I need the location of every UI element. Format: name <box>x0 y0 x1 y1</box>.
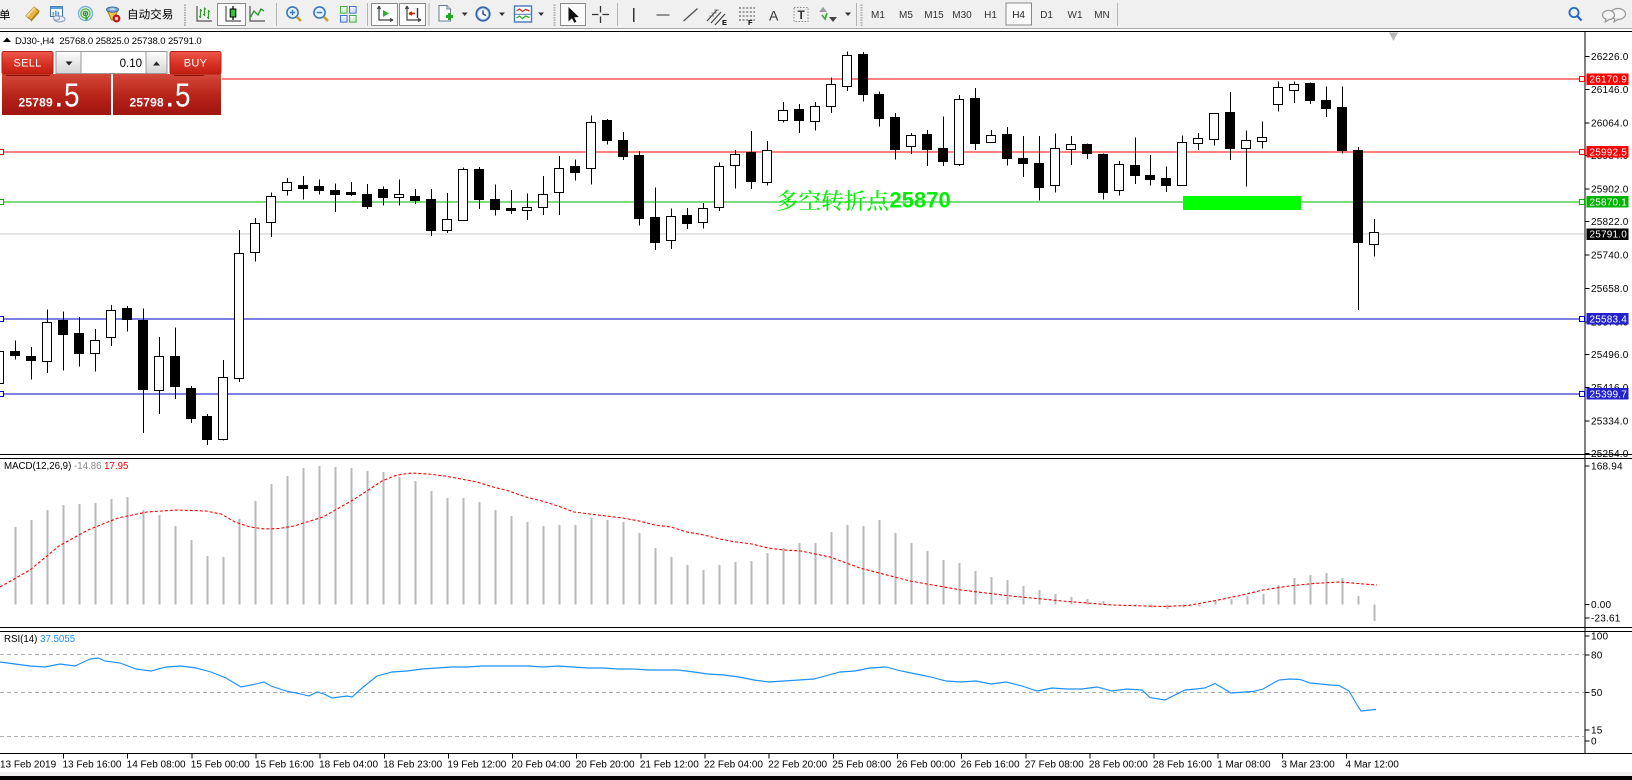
svg-text:25254.0: 25254.0 <box>1591 449 1629 460</box>
svg-text:25399.7: 25399.7 <box>1590 389 1628 400</box>
svg-text:26170.9: 26170.9 <box>1590 75 1628 86</box>
svg-text:1 Mar 08:00: 1 Mar 08:00 <box>1217 760 1271 771</box>
svg-text:20 Feb 04:00: 20 Feb 04:00 <box>512 760 571 771</box>
svg-text:W1: W1 <box>1068 10 1083 21</box>
svg-text:5: 5 <box>64 76 80 113</box>
svg-text:80: 80 <box>1591 651 1603 662</box>
svg-text:25583.4: 25583.4 <box>1590 314 1628 325</box>
svg-text:M30: M30 <box>952 10 972 21</box>
svg-text:25822.0: 25822.0 <box>1591 217 1629 228</box>
svg-text:SELL: SELL <box>13 58 41 70</box>
svg-text:168.94: 168.94 <box>1591 462 1623 473</box>
svg-text:18 Feb 23:00: 18 Feb 23:00 <box>383 760 442 771</box>
svg-text:15 Feb 16:00: 15 Feb 16:00 <box>255 760 314 771</box>
svg-text:21 Feb 12:00: 21 Feb 12:00 <box>640 760 699 771</box>
svg-text:RSI(14) 37.5055: RSI(14) 37.5055 <box>4 634 75 645</box>
svg-text:M1: M1 <box>871 10 885 21</box>
svg-text:25496.0: 25496.0 <box>1591 350 1629 361</box>
svg-text:-23.61: -23.61 <box>1591 614 1621 625</box>
svg-text:25902.0: 25902.0 <box>1591 184 1629 195</box>
svg-text:15 Feb 00:00: 15 Feb 00:00 <box>191 760 250 771</box>
svg-text:26 Feb 16:00: 26 Feb 16:00 <box>961 760 1020 771</box>
svg-text:3 Mar 23:00: 3 Mar 23:00 <box>1281 760 1335 771</box>
svg-text:BUY: BUY <box>184 58 208 70</box>
svg-text:MN: MN <box>1094 10 1110 21</box>
svg-text:MACD(12,26,9) -14.86 17.95: MACD(12,26,9) -14.86 17.95 <box>4 461 128 472</box>
svg-text:25658.0: 25658.0 <box>1591 284 1629 295</box>
svg-text:.: . <box>56 86 63 113</box>
svg-text:28 Feb 16:00: 28 Feb 16:00 <box>1153 760 1212 771</box>
svg-text:4 Mar 12:00: 4 Mar 12:00 <box>1346 760 1400 771</box>
svg-text:13 Feb 16:00: 13 Feb 16:00 <box>63 760 122 771</box>
svg-text:F: F <box>748 18 753 27</box>
svg-text:0: 0 <box>1591 737 1597 748</box>
svg-text:27 Feb 08:00: 27 Feb 08:00 <box>1025 760 1084 771</box>
svg-text:20 Feb 20:00: 20 Feb 20:00 <box>576 760 635 771</box>
svg-text:26226.0: 26226.0 <box>1591 52 1629 63</box>
svg-text:H4: H4 <box>1012 10 1025 21</box>
svg-text:18 Feb 04:00: 18 Feb 04:00 <box>319 760 378 771</box>
svg-text:DJ30-,H4 25768.0 25825.0 2573: DJ30-,H4 25768.0 25825.0 25738.0 25791.0 <box>15 36 202 47</box>
svg-text:0.00: 0.00 <box>1591 600 1612 611</box>
svg-text:25791.0: 25791.0 <box>1590 230 1628 241</box>
svg-text:E: E <box>722 18 727 27</box>
svg-text:28 Feb 00:00: 28 Feb 00:00 <box>1089 760 1148 771</box>
svg-text:M5: M5 <box>899 10 913 21</box>
svg-text:D1: D1 <box>1040 10 1053 21</box>
svg-text:A: A <box>769 8 779 24</box>
svg-text:25789: 25789 <box>19 96 53 110</box>
svg-text:100: 100 <box>1591 632 1609 643</box>
svg-text:25870.1: 25870.1 <box>1590 197 1628 208</box>
svg-text:26 Feb 00:00: 26 Feb 00:00 <box>896 760 955 771</box>
svg-text:M15: M15 <box>924 10 944 21</box>
svg-text:19 Feb 12:00: 19 Feb 12:00 <box>447 760 506 771</box>
svg-text:26064.0: 26064.0 <box>1591 118 1629 129</box>
svg-text:22 Feb 04:00: 22 Feb 04:00 <box>704 760 763 771</box>
svg-text:25870: 25870 <box>890 188 951 213</box>
svg-text:50: 50 <box>1591 688 1603 699</box>
svg-text:25740.0: 25740.0 <box>1591 251 1629 262</box>
svg-text:T: T <box>798 8 806 22</box>
svg-text:.: . <box>167 86 174 113</box>
svg-text:25992.5: 25992.5 <box>1590 147 1628 158</box>
svg-text:25 Feb 08:00: 25 Feb 08:00 <box>832 760 891 771</box>
svg-text:25334.0: 25334.0 <box>1591 416 1629 427</box>
svg-text:5: 5 <box>175 76 191 113</box>
svg-text:H1: H1 <box>984 10 997 21</box>
svg-text:15: 15 <box>1591 726 1603 737</box>
svg-text:13 Feb 2019: 13 Feb 2019 <box>0 760 57 771</box>
svg-text:14 Feb 08:00: 14 Feb 08:00 <box>127 760 186 771</box>
svg-text:26146.0: 26146.0 <box>1591 85 1629 96</box>
svg-text:0.10: 0.10 <box>120 58 142 70</box>
svg-text:25798: 25798 <box>130 96 164 110</box>
svg-text:22 Feb 20:00: 22 Feb 20:00 <box>768 760 827 771</box>
